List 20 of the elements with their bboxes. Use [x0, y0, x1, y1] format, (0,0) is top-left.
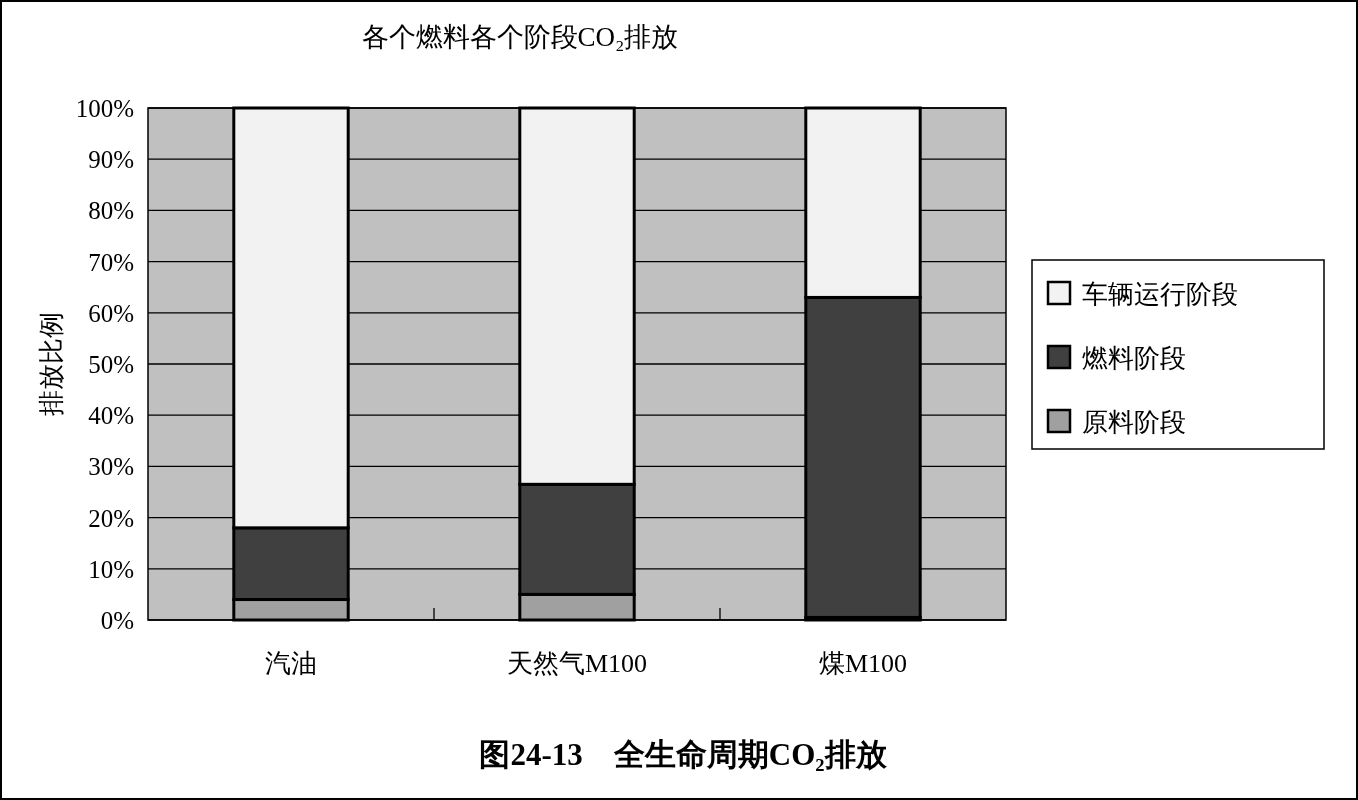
- y-tick-label: 10%: [88, 555, 134, 583]
- y-tick-label: 100%: [75, 95, 134, 122]
- chart-title: 各个燃料各个阶段CO₂排放: [361, 22, 679, 52]
- y-tick-label: 20%: [88, 504, 134, 532]
- x-tick-label: 汽油: [265, 649, 317, 678]
- y-tick-label: 40%: [88, 402, 134, 430]
- y-tick-label: 90%: [88, 146, 134, 174]
- legend-label: 原料阶段: [1082, 408, 1186, 437]
- y-tick-label: 80%: [88, 197, 134, 225]
- y-tick-label: 30%: [88, 453, 134, 481]
- legend-label: 燃料阶段: [1082, 344, 1186, 373]
- y-tick-label: 60%: [88, 299, 134, 327]
- x-tick-label: 煤M100: [818, 649, 908, 678]
- y-tick-label: 50%: [88, 351, 134, 378]
- caption: 图24-13 全生命周期CO₂排放: [479, 737, 888, 772]
- y-tick-label: 0%: [100, 607, 134, 634]
- y-axis-title: 排放比例: [37, 312, 66, 416]
- y-tick-label: 70%: [88, 248, 134, 276]
- x-tick-label: 天然气M100: [506, 649, 648, 678]
- legend-label: 车辆运行阶段: [1082, 280, 1238, 309]
